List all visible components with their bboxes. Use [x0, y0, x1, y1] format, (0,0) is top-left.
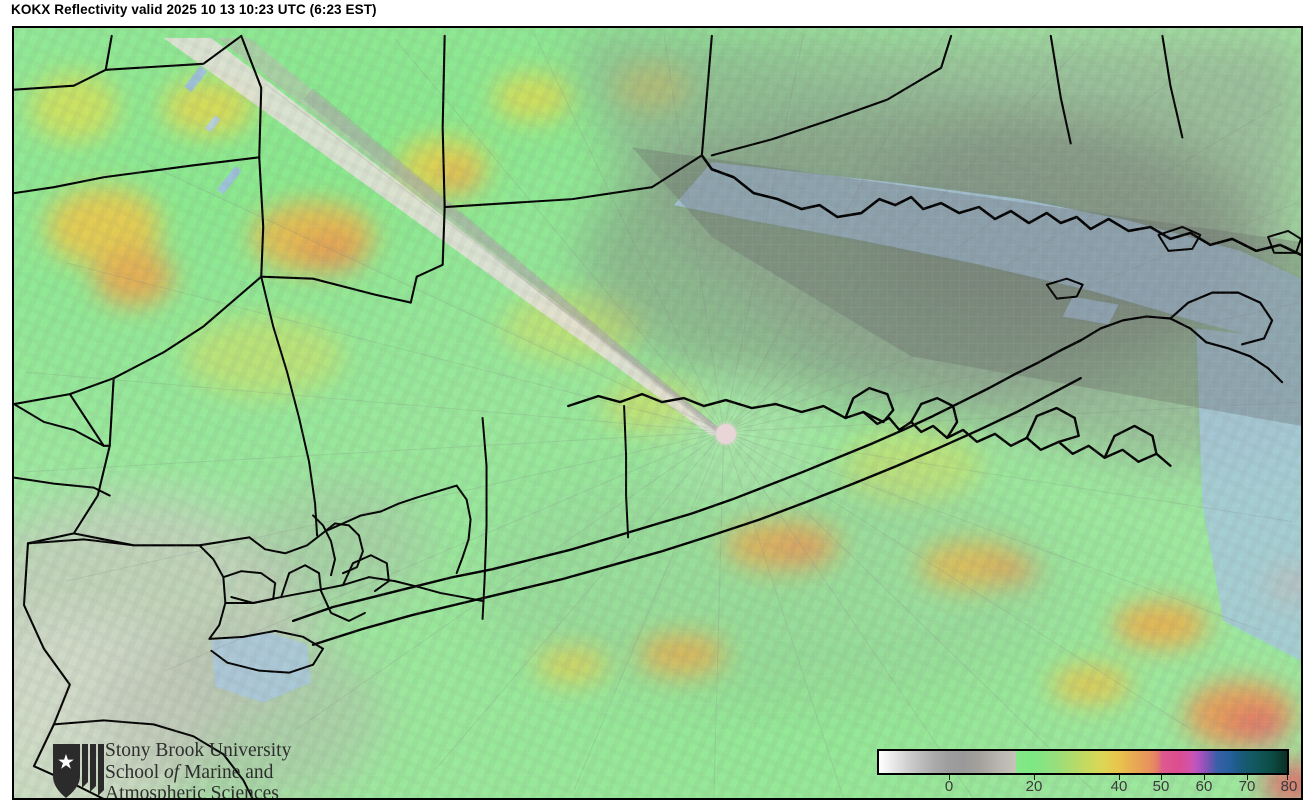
reflectivity-colorbar	[877, 749, 1289, 775]
colorbar-label-60: 60	[1195, 778, 1213, 795]
shield-icon	[53, 744, 104, 798]
logo-text-block: Stony Brook University School of Marine …	[105, 740, 292, 800]
colorbar-color-segment	[1015, 751, 1287, 773]
logo-line-1: Stony Brook University	[105, 740, 292, 761]
stony-brook-university-logo: Stony Brook University School of Marine …	[50, 740, 320, 800]
colorbar-label-40: 40	[1110, 778, 1128, 795]
logo-line-2-italic: of	[164, 761, 180, 783]
colorbar-group: 0 20 40 50 60 70 80	[877, 749, 1301, 798]
colorbar-label-70: 70	[1238, 778, 1256, 795]
radar-map-canvas	[14, 28, 1301, 798]
page-title: KOKX Reflectivity valid 2025 10 13 10:23…	[11, 2, 377, 17]
radar-map-frame[interactable]: 0 20 40 50 60 70 80 Stony Brook Universi…	[12, 26, 1303, 800]
logo-line-2: School of Marine and	[105, 762, 291, 784]
logo-line-3: Atmospheric Sciences	[105, 783, 279, 800]
colorbar-label-50: 50	[1152, 778, 1170, 795]
logo-line-2-b: Marine and	[179, 761, 274, 783]
colorbar-label-20: 20	[1025, 778, 1043, 795]
colorbar-gray-segment	[879, 751, 1016, 773]
colorbar-label-0: 0	[944, 778, 954, 795]
logo-line-2-a: School	[105, 761, 165, 783]
colorbar-label-80: 80	[1280, 778, 1298, 795]
radar-site-marker[interactable]	[716, 424, 736, 444]
